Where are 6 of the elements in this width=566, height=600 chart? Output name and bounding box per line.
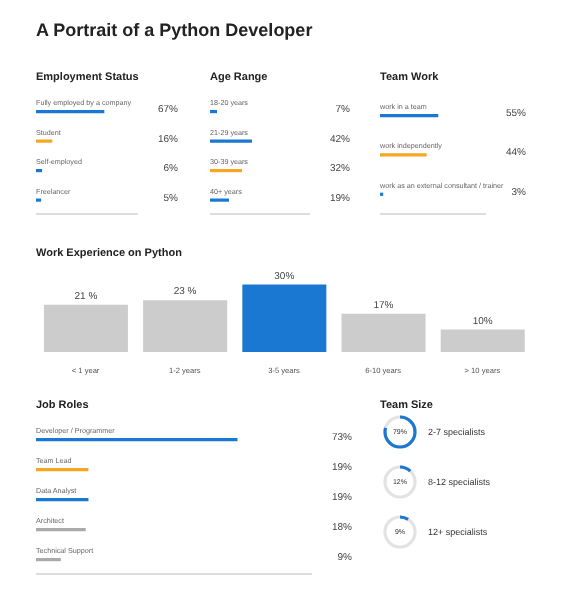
- bar: [43, 304, 128, 352]
- bar: [143, 300, 228, 352]
- bar: [242, 284, 327, 352]
- bar: [341, 313, 426, 352]
- bar: [440, 329, 525, 352]
- text: A Portrait of a Python Developer: [36, 20, 313, 44]
